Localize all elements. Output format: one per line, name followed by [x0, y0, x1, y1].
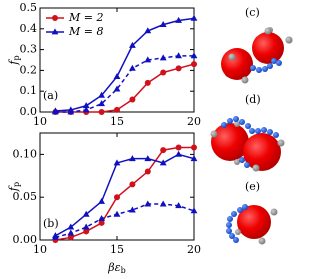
- marker: [129, 206, 136, 213]
- axis-label: fp: [7, 55, 21, 65]
- marker: [67, 223, 75, 230]
- x-tick-label: 15: [110, 243, 124, 256]
- marker: [144, 79, 151, 86]
- y-tick-label: 0.00: [13, 233, 38, 246]
- y-tick-label: 0.4: [20, 22, 38, 35]
- axis-label-main: f: [7, 185, 20, 192]
- marker: [98, 215, 105, 221]
- marker: [98, 197, 105, 204]
- legend-label: M = 2: [68, 11, 103, 24]
- marker: [129, 64, 136, 71]
- marker: [98, 91, 105, 98]
- series-line: [55, 146, 194, 241]
- y-tick-label: 0.3: [20, 43, 38, 56]
- marker: [175, 65, 182, 72]
- marker: [82, 210, 90, 217]
- marker: [144, 200, 152, 207]
- marker: [98, 109, 105, 115]
- marker: [175, 202, 182, 209]
- series-line: [55, 153, 195, 237]
- legend-marker: [52, 15, 58, 21]
- axis-label-sub: p: [12, 182, 21, 187]
- image-label: (e): [245, 180, 260, 193]
- axis-label: fp: [7, 182, 21, 192]
- marker: [67, 234, 74, 241]
- marker: [144, 27, 152, 34]
- axis-label: βεb: [107, 261, 125, 275]
- axes-frame: [39, 7, 195, 113]
- image-label: (c): [245, 6, 260, 19]
- marker: [190, 155, 198, 162]
- panel-label: (a): [43, 89, 58, 102]
- marker: [160, 69, 167, 76]
- marker: [175, 52, 182, 59]
- marker: [159, 200, 167, 207]
- marker: [175, 16, 182, 23]
- axis-label-sub: b: [121, 266, 126, 275]
- x-tick-label: 20: [187, 115, 201, 128]
- marker: [159, 159, 167, 166]
- molecule-d: [210, 116, 285, 172]
- marker: [175, 150, 182, 157]
- marker: [113, 159, 121, 166]
- marker: [144, 168, 151, 175]
- marker: [114, 194, 120, 201]
- y-tick-label: 0.5: [20, 1, 38, 14]
- marker: [144, 155, 152, 162]
- marker: [67, 229, 75, 236]
- y-tick-label: 0.10: [13, 147, 38, 160]
- axis-label-sub: p: [12, 55, 21, 60]
- y-tick-label: 0.1: [20, 84, 38, 97]
- marker: [159, 54, 167, 61]
- series-line: [55, 203, 195, 239]
- marker: [83, 228, 90, 235]
- marker: [98, 100, 105, 107]
- marker: [114, 106, 120, 113]
- marker: [52, 233, 59, 240]
- marker: [52, 108, 59, 115]
- marker: [113, 73, 121, 80]
- molecule-c: [221, 27, 293, 84]
- marker: [113, 85, 121, 92]
- axis-label-main: f: [7, 59, 20, 66]
- marker: [144, 56, 152, 63]
- marker: [191, 144, 197, 151]
- marker: [129, 96, 136, 103]
- series-line: [55, 55, 194, 113]
- x-tick-label: 10: [33, 243, 47, 256]
- marker: [129, 155, 136, 162]
- marker: [98, 219, 105, 226]
- marker: [82, 106, 90, 113]
- x-tick-label: 20: [187, 243, 201, 256]
- image-label: (d): [245, 93, 261, 106]
- molecule-e: [226, 204, 278, 245]
- panel-label: (b): [43, 217, 59, 230]
- x-tick-label: 15: [110, 115, 124, 128]
- marker: [113, 210, 121, 217]
- y-tick-label: 0.05: [13, 190, 38, 203]
- marker: [129, 181, 136, 188]
- marker: [129, 41, 136, 48]
- marker: [159, 21, 167, 28]
- marker: [190, 14, 198, 21]
- x-tick-label: 10: [33, 115, 47, 128]
- marker: [175, 144, 182, 151]
- marker: [160, 147, 167, 154]
- y-tick-label: 0.0: [20, 105, 38, 118]
- marker: [67, 108, 75, 115]
- axis-label-main: βε: [107, 261, 120, 274]
- marker: [190, 207, 198, 214]
- legend-marker: [51, 28, 59, 35]
- series-line: [55, 17, 195, 112]
- marker: [190, 52, 198, 59]
- series-line: [55, 63, 195, 113]
- y-tick-label: 0.2: [20, 63, 38, 76]
- marker: [191, 61, 197, 68]
- marker: [82, 102, 90, 109]
- legend-label: M = 8: [68, 25, 103, 38]
- marker: [82, 223, 90, 230]
